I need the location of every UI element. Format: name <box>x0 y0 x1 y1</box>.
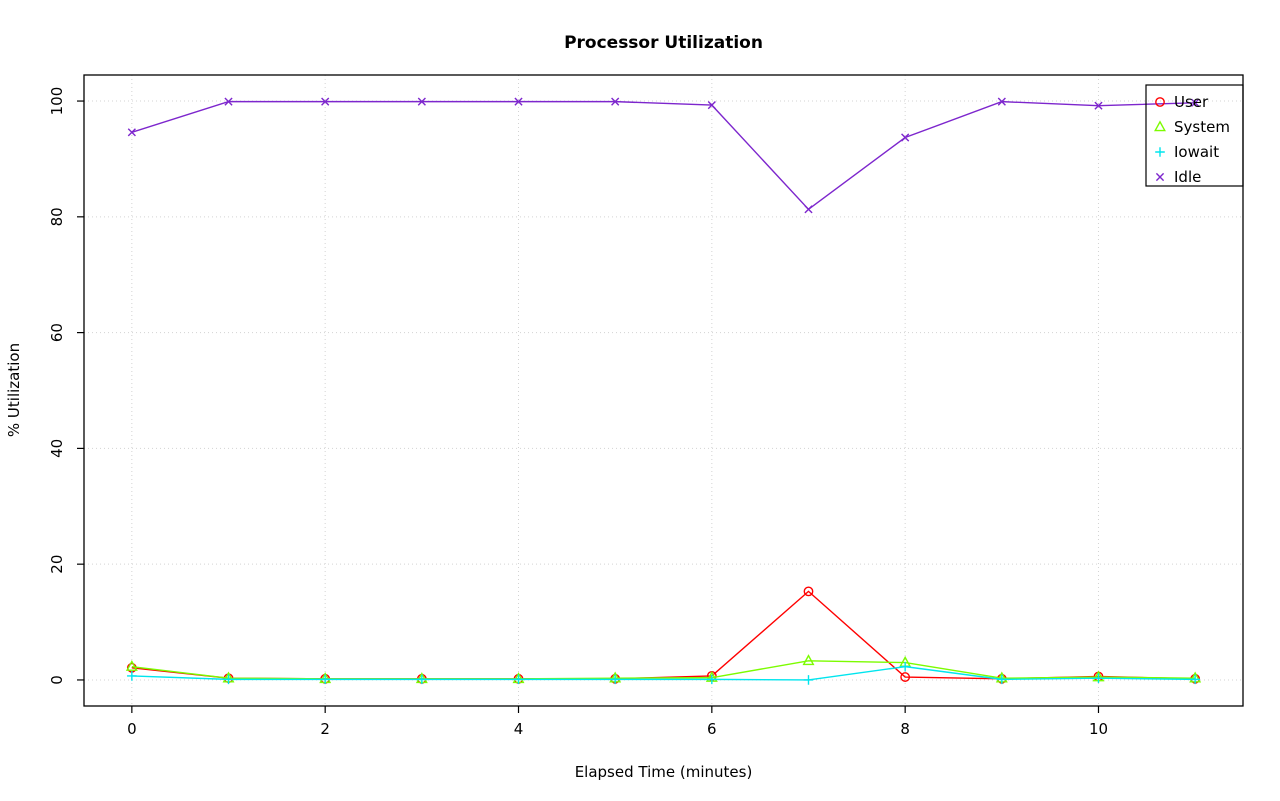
x-tick-label: 10 <box>1089 720 1108 738</box>
x-marker <box>997 97 1006 106</box>
x-marker <box>901 133 910 142</box>
y-tick-label: 0 <box>48 675 66 685</box>
y-tick-label: 40 <box>48 439 66 458</box>
plus-marker <box>707 674 717 685</box>
legend-label: User <box>1174 93 1209 111</box>
x-marker <box>707 101 716 110</box>
triangle-marker <box>125 659 138 671</box>
series-iowait <box>127 661 1200 685</box>
y-tick-label: 80 <box>48 207 66 226</box>
x-marker <box>611 97 620 106</box>
gridlines <box>84 75 1243 706</box>
x-tick-label: 4 <box>514 720 524 738</box>
plus-marker <box>610 674 620 685</box>
x-tick-label: 6 <box>707 720 717 738</box>
x-marker <box>514 97 523 106</box>
plus-marker <box>1190 674 1200 685</box>
circle-marker <box>1155 97 1165 107</box>
x-axis-label: Elapsed Time (minutes) <box>574 763 753 781</box>
series-idle <box>127 97 1200 214</box>
circle-marker <box>803 586 814 597</box>
series-line <box>131 100 1196 211</box>
x-marker <box>127 128 136 137</box>
x-marker <box>321 97 330 106</box>
x-marker <box>417 97 426 106</box>
plus-marker <box>513 674 524 685</box>
plus-marker <box>320 674 330 685</box>
series-line <box>131 590 1196 680</box>
x-marker <box>1155 172 1165 182</box>
plus-marker <box>1155 147 1165 157</box>
plus-marker <box>900 661 910 672</box>
y-tick-label: 100 <box>48 87 66 116</box>
series-line <box>131 660 1196 680</box>
x-tick-label: 0 <box>127 720 137 738</box>
triangle-marker <box>802 654 815 666</box>
y-tick-label: 20 <box>48 555 66 574</box>
plus-marker <box>803 675 814 685</box>
series-line <box>131 665 1196 681</box>
plus-marker <box>417 674 427 685</box>
x-tick-label: 2 <box>320 720 330 738</box>
series-user <box>126 586 1201 684</box>
chart-title: Processor Utilization <box>564 33 763 53</box>
circle-marker <box>900 672 911 682</box>
triangle-marker <box>1154 120 1166 132</box>
x-marker <box>1094 101 1103 110</box>
plus-marker <box>997 674 1007 685</box>
legend-label: Iowait <box>1174 143 1219 161</box>
legend: User System Iowait Idle <box>1145 84 1244 187</box>
legend-label: System <box>1174 118 1230 136</box>
plus-marker <box>223 674 234 685</box>
x-marker <box>804 205 813 214</box>
plot-border <box>83 74 1244 707</box>
plus-marker <box>1093 673 1104 684</box>
legend-box <box>1145 84 1244 187</box>
x-marker <box>224 97 233 106</box>
plus-marker <box>127 671 137 681</box>
x-tick-label: 8 <box>900 720 910 738</box>
x-marker <box>1191 98 1200 107</box>
legend-label: Idle <box>1174 168 1201 186</box>
y-tick-label: 60 <box>48 323 66 342</box>
